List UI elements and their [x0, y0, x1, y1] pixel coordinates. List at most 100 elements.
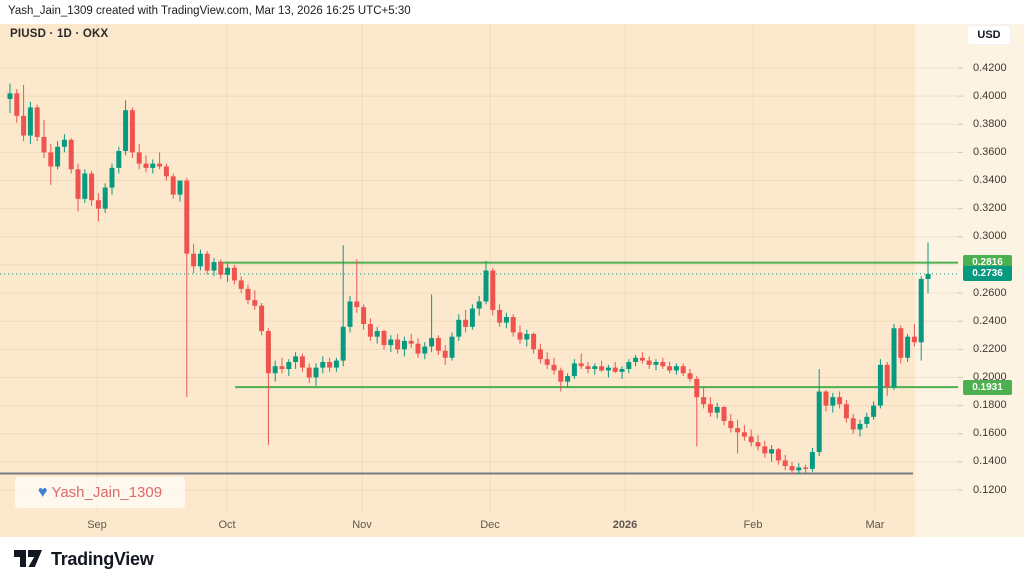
- candle: [340, 245, 346, 367]
- candle: [408, 333, 414, 348]
- tradingview-logo-text: TradingView: [51, 548, 154, 569]
- candle: [728, 414, 734, 433]
- candle: [537, 343, 543, 364]
- candle: [524, 329, 530, 347]
- candle: [177, 180, 183, 202]
- y-axis-label: 0.1400: [973, 455, 1007, 468]
- candle: [626, 359, 632, 374]
- candle: [367, 318, 373, 341]
- x-axis-label: Feb: [743, 519, 763, 531]
- candle: [116, 146, 122, 174]
- candle: [259, 302, 265, 336]
- candle: [633, 354, 639, 367]
- candle: [401, 336, 407, 357]
- candle: [544, 352, 550, 370]
- candle: [163, 163, 169, 181]
- candle: [578, 353, 584, 370]
- candle: [429, 294, 435, 353]
- candle: [789, 461, 795, 475]
- candle: [449, 332, 455, 361]
- candle: [721, 405, 727, 426]
- candle: [347, 295, 353, 333]
- candle: [775, 447, 781, 465]
- candle: [469, 304, 475, 330]
- candle: [286, 359, 292, 377]
- candle: [694, 376, 700, 447]
- candle: [592, 363, 598, 375]
- candle: [809, 447, 815, 472]
- candle: [673, 363, 679, 375]
- attribution-text: Yash_Jain_1309 created with TradingView.…: [8, 5, 411, 17]
- candle: [422, 342, 428, 360]
- candle: [95, 193, 101, 222]
- candle: [204, 250, 210, 275]
- y-axis-label: 0.2600: [973, 286, 1007, 299]
- candle: [279, 357, 285, 374]
- candle: [435, 335, 441, 355]
- candle: [680, 363, 686, 377]
- x-axis-label: 2026: [612, 519, 638, 531]
- candle: [34, 104, 40, 142]
- y-axis-label: 0.4000: [973, 89, 1007, 102]
- candle: [531, 332, 537, 354]
- candle: [769, 444, 775, 462]
- candle: [197, 249, 203, 271]
- candle: [306, 363, 312, 384]
- heart-icon: ♥: [37, 483, 48, 501]
- candle: [510, 314, 516, 337]
- candle: [456, 314, 462, 341]
- candle: [61, 134, 67, 153]
- candle: [667, 361, 673, 374]
- candle: [211, 257, 217, 277]
- candle: [218, 259, 224, 279]
- candle: [245, 284, 251, 305]
- candle: [48, 143, 54, 185]
- candle: [884, 361, 890, 396]
- candle: [272, 360, 278, 382]
- y-axis-label: 0.4200: [973, 61, 1007, 74]
- candle: [551, 357, 557, 375]
- candle: [354, 259, 360, 313]
- candle: [252, 290, 258, 310]
- y-axis-label: 0.3000: [973, 230, 1007, 243]
- candle: [293, 352, 299, 370]
- candle: [136, 143, 142, 170]
- candle: [109, 163, 115, 195]
- candle: [225, 263, 231, 282]
- candle: [89, 170, 95, 206]
- candle: [877, 359, 883, 409]
- y-axis-label: 0.1600: [973, 427, 1007, 440]
- y-axis-label: 0.3400: [973, 174, 1007, 187]
- price-level-badge-lower: 0.1931: [963, 379, 1012, 395]
- y-axis-label: 0.1800: [973, 399, 1007, 412]
- candle: [796, 463, 802, 475]
- x-axis-label: Sep: [87, 519, 107, 531]
- candle: [816, 369, 822, 457]
- candle: [612, 361, 618, 374]
- candle: [490, 267, 496, 316]
- candle: [803, 464, 809, 474]
- candle: [741, 425, 747, 441]
- candle: [837, 391, 843, 409]
- candle: [463, 309, 469, 333]
- candle: [558, 367, 564, 392]
- candle: [864, 412, 870, 429]
- x-axis-label: Dec: [480, 519, 500, 531]
- candle: [571, 359, 577, 379]
- candle: [585, 361, 591, 374]
- y-axis-label: 0.3200: [973, 202, 1007, 215]
- candle: [639, 352, 645, 364]
- candle: [333, 357, 339, 372]
- y-axis-label: 0.3600: [973, 145, 1007, 158]
- candle: [483, 260, 489, 305]
- candle: [517, 325, 523, 344]
- candle: [75, 163, 81, 212]
- candle: [7, 83, 13, 114]
- tradingview-logo[interactable]: TradingView: [14, 548, 154, 570]
- candle: [238, 276, 244, 294]
- y-axis-label: 0.2200: [973, 342, 1007, 355]
- candle: [395, 333, 401, 354]
- candle: [782, 454, 788, 471]
- candle: [388, 335, 394, 353]
